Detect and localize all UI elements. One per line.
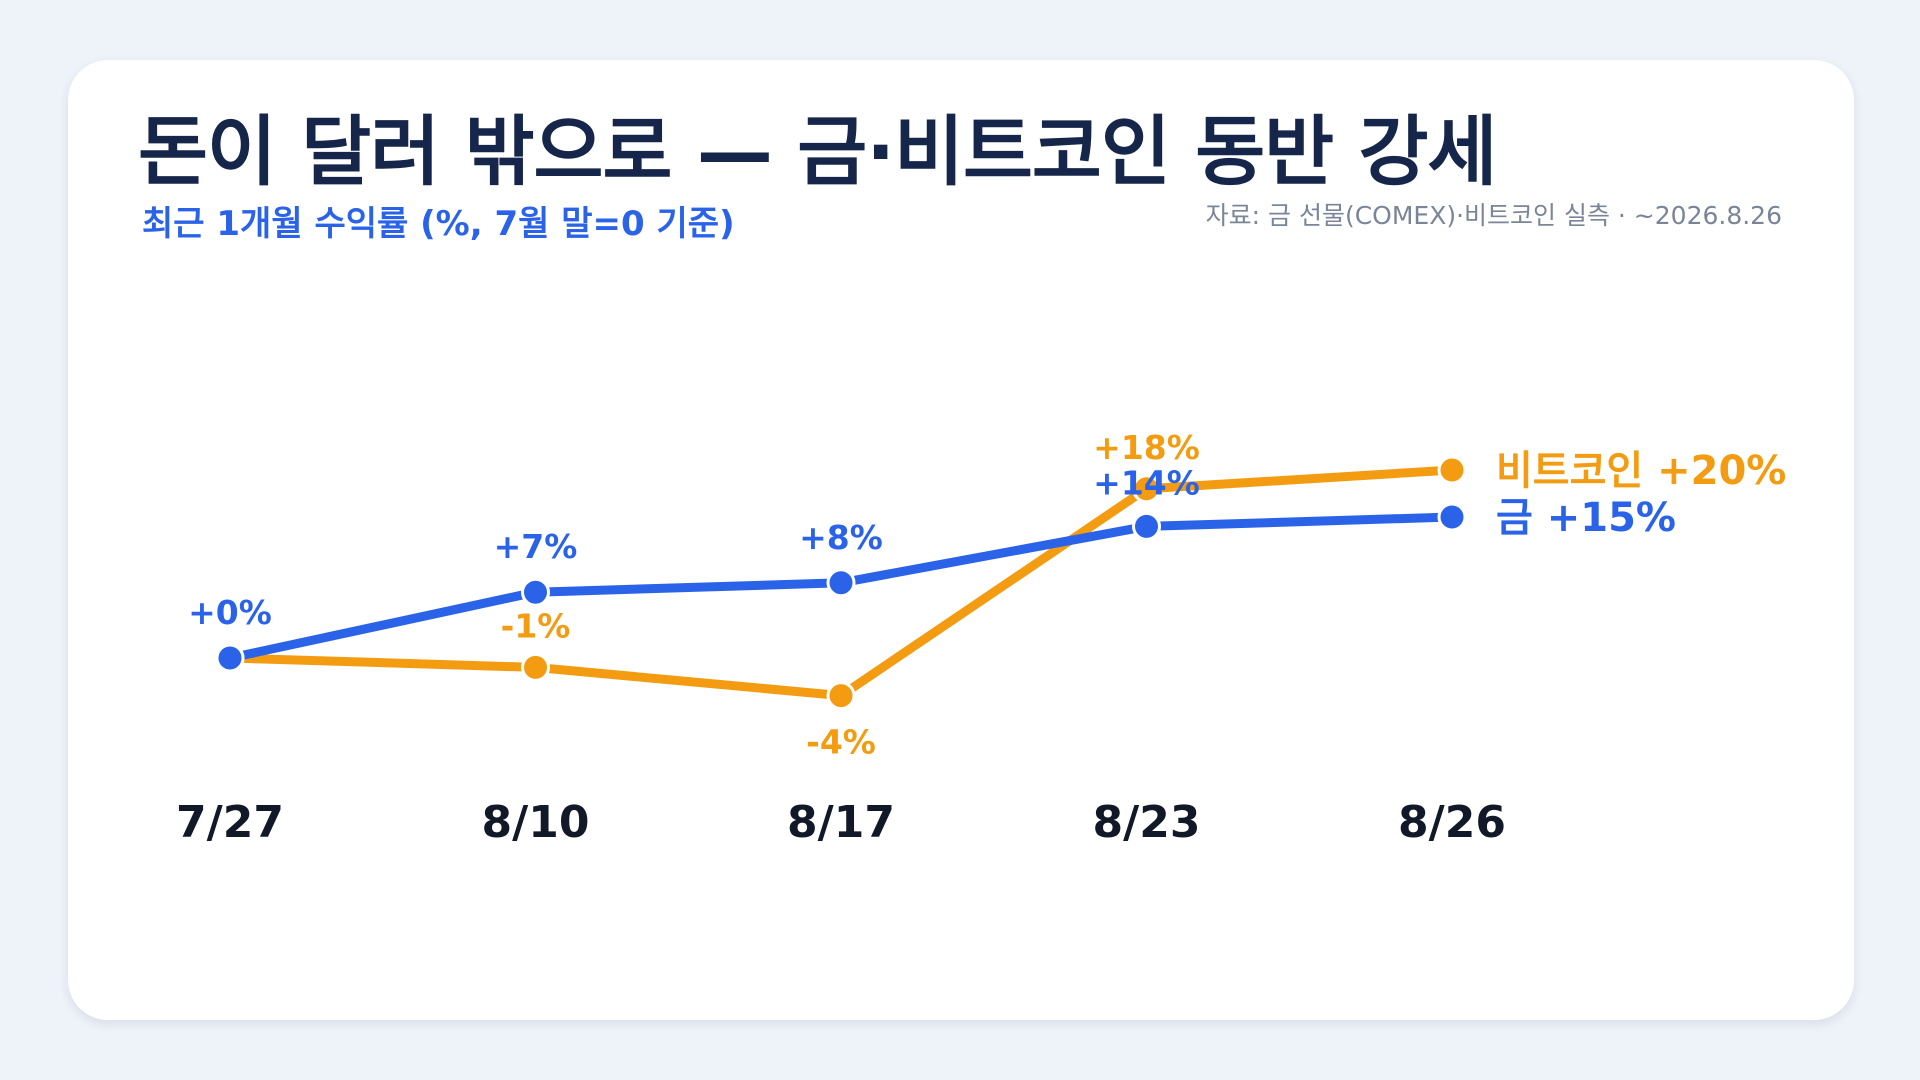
- data-point: [826, 568, 856, 598]
- data-point: [1132, 511, 1161, 541]
- data-label: +18%: [1093, 428, 1200, 467]
- chart-card: 돈이 달러 밖으로 — 금·비트코인 동반 강세 최근 1개월 수익률 (%, …: [68, 60, 1854, 1020]
- data-point: [521, 652, 550, 682]
- data-label: +14%: [1093, 463, 1200, 502]
- data-label: -1%: [501, 606, 571, 645]
- x-tick-label: 8/23: [1093, 797, 1201, 848]
- data-point: [1132, 474, 1161, 504]
- line-chart: 7/27 8/10 8/17 8/23 8/26 +0% +7% +8% +14% -1% -4% +…: [176, 428, 1786, 848]
- x-tick-label: 8/26: [1398, 797, 1506, 848]
- series-end-label-gold: 금 +15%: [1496, 495, 1676, 541]
- data-label: +7%: [494, 527, 578, 566]
- data-point: [1437, 455, 1467, 485]
- data-point: [521, 577, 550, 607]
- data-label: -4%: [806, 723, 876, 762]
- data-label: +0%: [188, 593, 272, 632]
- x-tick-label: 8/17: [787, 797, 895, 848]
- data-label: +8%: [799, 518, 883, 557]
- data-point: [1437, 502, 1467, 532]
- chart-subtitle: 최근 1개월 수익률 (%, 7월 말=0 기준): [142, 204, 735, 244]
- source-note: 자료: 금 선물(COMEX)·비트코인 실측 · ~2026.8.26: [1205, 201, 1782, 230]
- series-end-label-bitcoin: 비트코인 +20%: [1496, 448, 1786, 494]
- x-tick-label: 8/10: [482, 797, 590, 848]
- data-point: [215, 643, 245, 673]
- chart-title: 돈이 달러 밖으로 — 금·비트코인 동반 강세: [138, 107, 1497, 196]
- data-point: [826, 681, 856, 711]
- x-tick-label: 7/27: [176, 797, 284, 848]
